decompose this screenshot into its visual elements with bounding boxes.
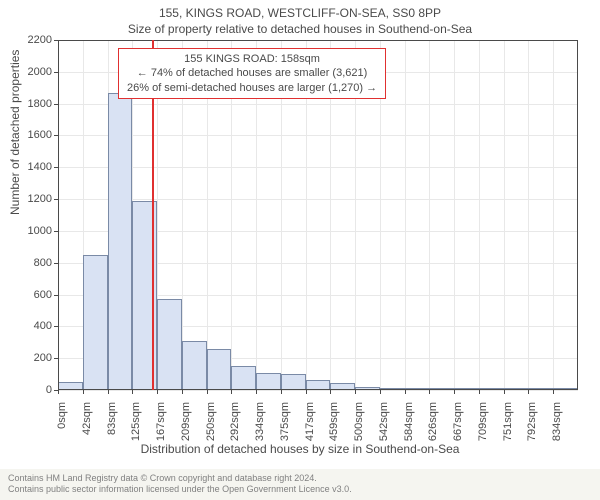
x-tick-mark <box>231 390 232 394</box>
x-tick-label: 334sqm <box>254 402 266 441</box>
y-tick-mark <box>54 135 58 136</box>
y-tick-mark <box>54 231 58 232</box>
annotation-line-2: ← 74% of detached houses are smaller (3,… <box>127 66 377 80</box>
x-tick-mark <box>528 390 529 394</box>
x-tick-mark <box>182 390 183 394</box>
y-tick-label: 600 <box>18 289 52 301</box>
x-tick-label: 0sqm <box>56 402 68 429</box>
x-tick-mark <box>479 390 480 394</box>
x-tick-label: 375sqm <box>279 402 291 441</box>
x-tick-label: 125sqm <box>130 402 142 441</box>
footer-line-2: Contains public sector information licen… <box>8 484 592 496</box>
y-tick-label: 1600 <box>18 129 52 141</box>
footer-line-1: Contains HM Land Registry data © Crown c… <box>8 473 592 485</box>
x-tick-label: 417sqm <box>304 402 316 441</box>
x-axis-line <box>58 389 578 390</box>
y-tick-label: 1200 <box>18 193 52 205</box>
y-axis-line <box>58 40 59 390</box>
y-tick-mark <box>54 199 58 200</box>
y-tick-label: 800 <box>18 257 52 269</box>
grid-line-h <box>58 390 578 391</box>
x-tick-mark <box>157 390 158 394</box>
title-address: 155, KINGS ROAD, WESTCLIFF-ON-SEA, SS0 8… <box>0 0 600 20</box>
x-tick-mark <box>207 390 208 394</box>
y-tick-mark <box>54 40 58 41</box>
x-tick-label: 751sqm <box>502 402 514 441</box>
chart-container: 155, KINGS ROAD, WESTCLIFF-ON-SEA, SS0 8… <box>0 0 600 500</box>
x-tick-label: 709sqm <box>477 402 489 441</box>
x-tick-mark <box>256 390 257 394</box>
y-tick-mark <box>54 358 58 359</box>
x-tick-label: 250sqm <box>205 402 217 441</box>
x-tick-mark <box>405 390 406 394</box>
x-tick-mark <box>330 390 331 394</box>
x-tick-label: 626sqm <box>427 402 439 441</box>
title-subtitle: Size of property relative to detached ho… <box>0 20 600 36</box>
y-tick-label: 0 <box>18 384 52 396</box>
x-tick-mark <box>306 390 307 394</box>
y-tick-label: 1800 <box>18 98 52 110</box>
x-tick-mark <box>504 390 505 394</box>
x-tick-mark <box>380 390 381 394</box>
x-tick-label: 292sqm <box>229 402 241 441</box>
annotation-line-1: 155 KINGS ROAD: 158sqm <box>127 52 377 66</box>
x-tick-mark <box>355 390 356 394</box>
x-tick-label: 500sqm <box>353 402 365 441</box>
x-tick-mark <box>83 390 84 394</box>
x-tick-label: 209sqm <box>180 402 192 441</box>
x-tick-label: 542sqm <box>378 402 390 441</box>
x-tick-label: 667sqm <box>452 402 464 441</box>
annotation-line-3: 26% of semi-detached houses are larger (… <box>127 81 377 95</box>
y-tick-label: 2000 <box>18 66 52 78</box>
plot-area: 155 KINGS ROAD: 158sqm ← 74% of detached… <box>58 40 578 390</box>
x-tick-mark <box>553 390 554 394</box>
y-tick-label: 1400 <box>18 161 52 173</box>
x-tick-label: 83sqm <box>106 402 118 435</box>
x-tick-label: 167sqm <box>155 402 167 441</box>
x-tick-mark <box>108 390 109 394</box>
x-tick-label: 584sqm <box>403 402 415 441</box>
x-tick-label: 459sqm <box>328 402 340 441</box>
y-tick-mark <box>54 104 58 105</box>
x-tick-mark <box>454 390 455 394</box>
y-tick-mark <box>54 326 58 327</box>
x-tick-label: 42sqm <box>81 402 93 435</box>
y-tick-label: 400 <box>18 320 52 332</box>
x-tick-mark <box>281 390 282 394</box>
y-tick-label: 1000 <box>18 225 52 237</box>
x-tick-mark <box>58 390 59 394</box>
x-tick-label: 792sqm <box>526 402 538 441</box>
x-tick-label: 834sqm <box>551 402 563 441</box>
y-tick-mark <box>54 295 58 296</box>
y-tick-mark <box>54 72 58 73</box>
x-tick-mark <box>132 390 133 394</box>
x-axis-label: Distribution of detached houses by size … <box>0 442 600 456</box>
y-tick-label: 2200 <box>18 34 52 46</box>
property-annotation: 155 KINGS ROAD: 158sqm ← 74% of detached… <box>118 48 386 99</box>
footer-attribution: Contains HM Land Registry data © Crown c… <box>0 469 600 500</box>
y-tick-mark <box>54 167 58 168</box>
x-tick-mark <box>429 390 430 394</box>
y-tick-mark <box>54 263 58 264</box>
y-tick-label: 200 <box>18 352 52 364</box>
